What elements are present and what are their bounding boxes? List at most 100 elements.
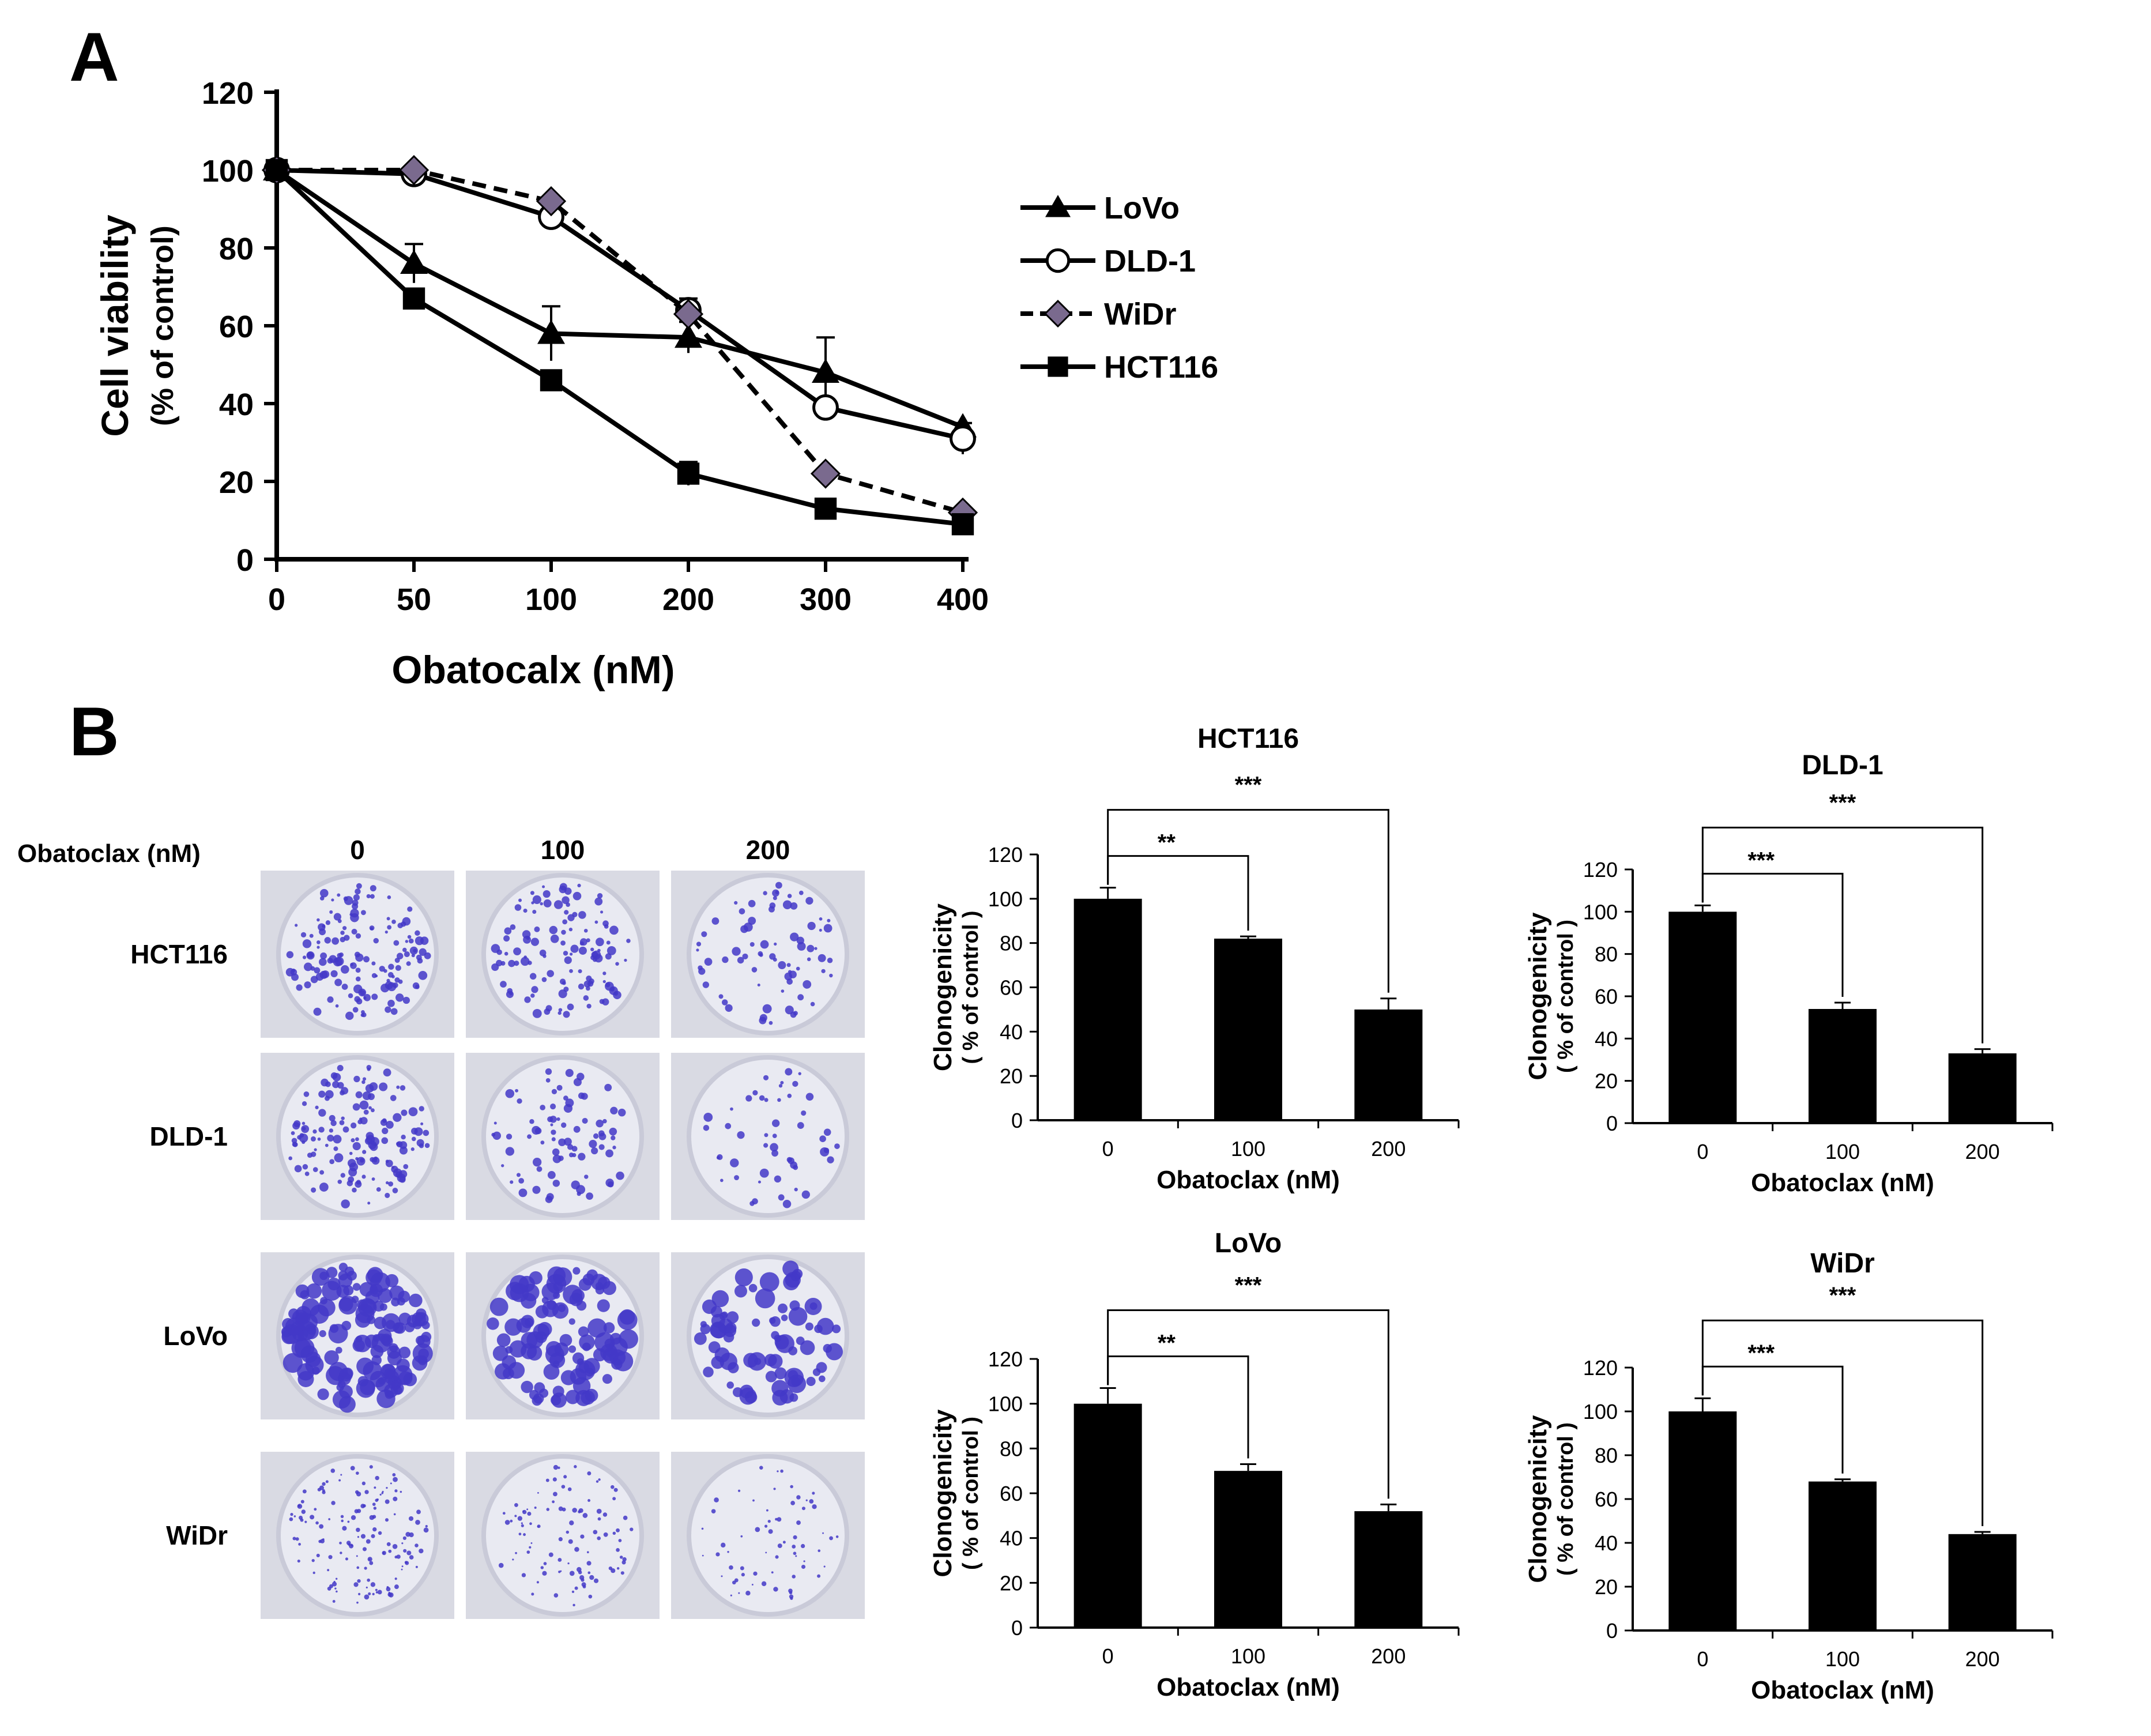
colony [530,937,540,946]
colony [755,1288,775,1309]
x-tick-label: 0 [1697,1140,1708,1163]
colony [419,1548,424,1554]
colony [597,1299,610,1312]
colony [612,1497,616,1501]
colony [371,1177,375,1181]
colony [342,926,347,931]
colony [710,1322,727,1339]
clonogenicity-bar-chart-dld1: 0 20 40 60 80 100 120 0 100 200 *** *** DLD-1 Obatocl… [1524,750,2054,1197]
colony [371,973,377,978]
colony [778,1303,788,1313]
colony [385,1006,391,1013]
colony [297,1504,300,1507]
colony [832,1324,841,1334]
colony [349,1543,354,1549]
colony [531,1592,534,1596]
colony [505,1147,515,1156]
y-tick-label: 60 [1000,976,1023,1000]
colony [553,1464,559,1470]
colony [780,1469,783,1473]
colony [823,1565,826,1568]
colony [317,946,320,949]
colony [759,1466,763,1470]
colony [772,1134,777,1139]
colony [600,910,604,914]
colony [518,1532,522,1536]
colony [612,1146,616,1150]
data-point [536,186,567,217]
colony [759,1272,779,1292]
x-axis-title: Obatoclax (nM) [1157,1166,1340,1194]
series-widr [261,155,978,528]
colony [390,1482,392,1485]
colony [796,936,804,944]
colony [567,914,575,921]
colony [765,1552,767,1554]
colony [355,976,361,982]
colony [302,939,312,948]
colony [416,1509,421,1515]
colony [801,1564,806,1569]
colony [349,1151,353,1155]
colony [332,1600,336,1603]
colony [567,1487,572,1492]
colony [402,947,407,952]
diamond-marker-icon [1044,299,1072,328]
colony [607,946,616,955]
colony [748,917,756,925]
colony [553,1291,560,1299]
colony [819,1375,826,1383]
colony [613,1488,618,1492]
series-line [275,168,964,430]
colony [315,1105,319,1109]
colony [778,961,786,970]
bar [1948,1053,2017,1123]
colony [599,999,605,1004]
colony [344,896,353,905]
data-point [673,299,704,329]
colony [338,1263,348,1272]
colony [354,951,360,958]
colony [775,882,782,889]
colony [393,940,400,946]
colony [417,1355,428,1365]
colony [630,1527,634,1531]
colony [372,1592,375,1595]
colony [822,1532,824,1534]
colony [591,1147,598,1155]
colony [335,1346,342,1354]
colony [363,1361,382,1381]
colony [807,957,811,962]
colony-plate [466,1252,660,1419]
x-tick-label: 100 [1231,1644,1265,1668]
colony [380,1119,387,1126]
y-axis-subtitle: (% of control) [145,225,180,426]
colony [834,1143,840,1149]
colony-plate [261,1252,454,1419]
colony [358,1592,361,1595]
y-tick-label: 120 [1583,858,1618,882]
colony [582,1117,588,1124]
colony [352,1339,365,1352]
colony [288,1156,293,1161]
colony [596,1480,599,1483]
colony [720,1178,724,1183]
colony [565,1098,574,1108]
colony [792,1575,796,1579]
bar [1214,1471,1282,1628]
colony [766,1509,769,1512]
colony [350,963,353,966]
colony [386,1542,391,1546]
colony [346,1180,353,1187]
colony [571,1590,575,1593]
colony [782,900,792,910]
colony [379,1493,382,1496]
colony [339,1120,345,1125]
colony-plate [466,871,660,1038]
colony [578,969,582,974]
colony [768,1354,783,1369]
colony [528,961,532,965]
colony [340,1090,345,1095]
colony [342,1526,347,1531]
